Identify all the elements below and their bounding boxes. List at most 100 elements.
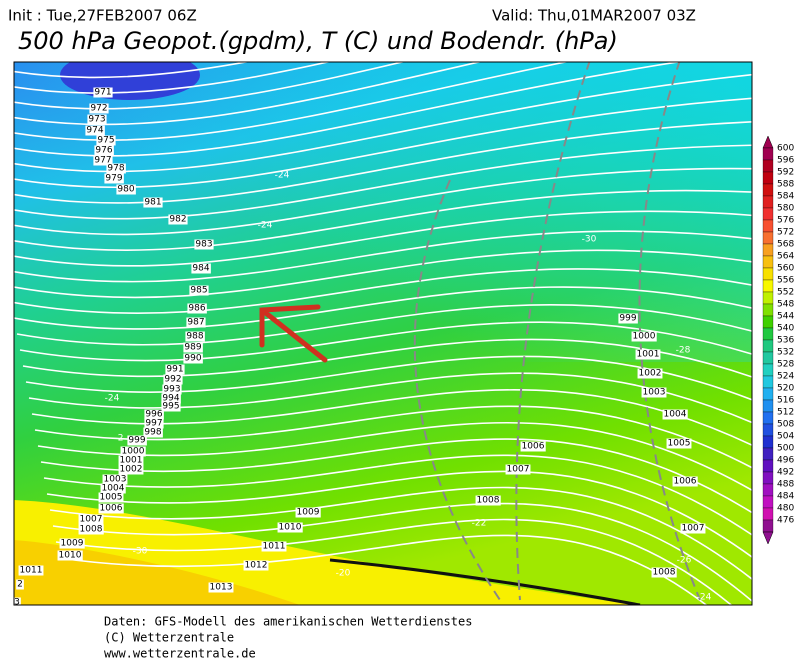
isoline <box>14 249 752 299</box>
isobar-label-bg <box>98 492 124 503</box>
isobar-label: 1005 <box>100 493 123 503</box>
isoline <box>37 421 752 492</box>
legend-swatch <box>762 507 774 521</box>
isobar-label: 984 <box>192 264 209 274</box>
isobar-label: 973 <box>88 115 105 125</box>
isoline <box>55 518 733 605</box>
isobar-label: 997 <box>145 419 162 429</box>
legend-label: 540 <box>777 324 794 334</box>
temperature-label: -30 <box>133 547 148 557</box>
isoline <box>19 321 752 362</box>
isobar-label: 995 <box>162 402 179 412</box>
temperature-label: -24 <box>697 593 712 603</box>
legend-swatch <box>762 231 774 245</box>
temperature-label: -20 <box>336 569 351 579</box>
legend-swatch <box>762 435 774 449</box>
isobar-label: 1002 <box>120 465 143 475</box>
isoline <box>14 62 483 126</box>
isobar-label-bg <box>662 409 688 420</box>
isoline <box>14 121 752 204</box>
legend-label: 568 <box>777 240 794 250</box>
legend-tip-bottom <box>762 531 774 545</box>
isobar-label-bg <box>118 455 144 466</box>
isobar-label: 1004 <box>664 410 687 420</box>
legend-swatch <box>762 183 774 197</box>
isoline <box>14 62 251 79</box>
isobar-label-bg <box>104 173 124 184</box>
color-legend: 600 596 592 588 584 580 576 572 568 564 560 556 552 5… <box>762 135 794 545</box>
legend-swatch <box>762 327 774 341</box>
legend-swatch <box>762 339 774 353</box>
legend-tip-top <box>762 135 774 149</box>
isobar-label: 989 <box>184 343 201 353</box>
isoline <box>14 97 752 188</box>
isobar-label-bg <box>78 524 104 535</box>
isobar-label-bg <box>163 374 183 385</box>
isoline <box>14 62 332 94</box>
isobar-label: 1013 <box>210 583 233 593</box>
isobar-label: 977 <box>94 156 111 166</box>
isobar-label-bg <box>143 197 163 208</box>
isobar-label-bg <box>520 441 546 452</box>
isobar-label-bg <box>618 313 638 324</box>
isobar-label: 1012 <box>245 561 268 571</box>
legend-label: 596 <box>777 156 794 166</box>
isobar-label-bg <box>651 567 677 578</box>
isobar-label-bg <box>89 103 109 114</box>
isobar-label-bg <box>18 565 44 576</box>
isobar-label-bg <box>162 384 182 395</box>
temperature-label: -26 <box>677 556 692 566</box>
temperature-label: -22 <box>472 519 487 529</box>
isoline <box>14 210 752 267</box>
isobar-label: 991 <box>166 365 183 375</box>
legend-swatch <box>762 411 774 425</box>
isobar-label-bg <box>100 483 126 494</box>
legend-label: 556 <box>777 276 794 286</box>
legend-label: 536 <box>777 336 794 346</box>
isobar-label: 1006 <box>674 477 697 487</box>
isobar-label-bg <box>277 522 303 533</box>
isoline <box>14 230 752 283</box>
legend-label: 504 <box>777 432 794 442</box>
isobar-label-bg <box>59 538 85 549</box>
isoline <box>14 189 752 251</box>
isotherm <box>413 179 501 601</box>
isobar-label-bg <box>505 464 531 475</box>
legend-label: 484 <box>777 492 794 502</box>
isobar-label-bg <box>102 474 128 485</box>
isobar-label-bg <box>143 427 163 438</box>
isobar-label-bg <box>127 435 147 446</box>
temperature-label: -24 <box>105 394 120 404</box>
isobar-label-bg <box>186 317 206 328</box>
legend-label: 584 <box>777 192 794 202</box>
isobar-label-bg <box>106 163 126 174</box>
legend-label: 516 <box>777 396 794 406</box>
isobar-label-bg <box>116 184 136 195</box>
legend-label: 528 <box>777 360 794 370</box>
legend-swatch <box>762 495 774 509</box>
isobar-label-bg <box>98 503 124 514</box>
legend-label: 508 <box>777 420 794 430</box>
isoline <box>14 62 406 110</box>
isobar-label-bg <box>120 446 146 457</box>
legend-label: 512 <box>777 408 794 418</box>
isoline <box>28 372 752 424</box>
legend-swatch <box>762 291 774 305</box>
isobar-label: 1009 <box>297 508 320 518</box>
isoline <box>14 62 683 157</box>
isobar-label-bg <box>666 438 692 449</box>
legend-label: 500 <box>777 444 794 454</box>
isoline <box>46 470 752 559</box>
temperature-label: -28 <box>676 346 691 356</box>
isoline <box>14 268 752 315</box>
isoline <box>14 144 752 220</box>
isobar-label-bg <box>161 401 181 412</box>
isobar-label-bg <box>194 239 214 250</box>
legend-label: 576 <box>777 216 794 226</box>
isobar-label-bg <box>185 331 205 342</box>
isobar-label: 981 <box>144 198 161 208</box>
isobar-label: 1001 <box>637 350 660 360</box>
